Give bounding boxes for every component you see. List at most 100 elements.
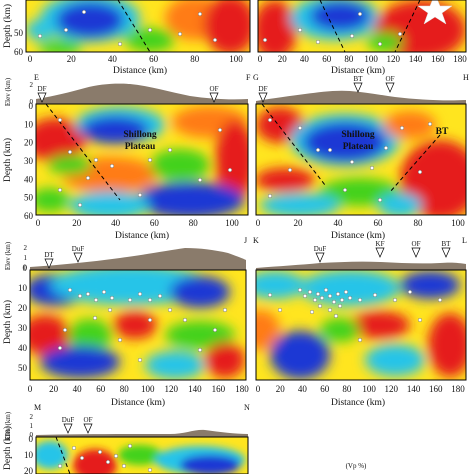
x-axis-label: Distance (km)	[113, 65, 167, 76]
distance-tick: 80	[414, 218, 424, 228]
depth-tick: 40	[18, 343, 28, 353]
y-axis-label: Depth (km)	[2, 426, 13, 470]
event-dot	[58, 117, 63, 122]
distance-tick: 60	[150, 218, 160, 228]
region-annotation: Shillong	[123, 130, 157, 140]
fault-label: KF	[376, 240, 385, 248]
velocity-anomaly-field	[256, 270, 466, 379]
event-dot	[93, 157, 98, 162]
x-axis-label: Distance (km)	[111, 397, 165, 408]
event-dot	[344, 290, 349, 295]
event-dot	[263, 38, 268, 43]
event-dot	[113, 454, 118, 459]
distance-tick: 100	[364, 54, 378, 64]
event-dot	[428, 121, 433, 126]
event-dot	[298, 125, 303, 130]
elev-tick: 0	[24, 264, 28, 272]
event-dot	[147, 28, 152, 33]
profile-end-label: J	[244, 236, 247, 245]
distance-tick: 100	[229, 54, 243, 64]
fault-marker: OF	[209, 85, 219, 103]
event-dot	[197, 348, 202, 353]
event-dot	[350, 34, 355, 39]
event-dot	[303, 294, 308, 299]
event-dot	[147, 298, 152, 303]
distance-tick: 100	[362, 384, 376, 394]
event-dot	[418, 169, 423, 174]
event-dot	[316, 40, 321, 45]
profile-end-label: N	[244, 403, 250, 412]
event-dot	[320, 296, 325, 301]
event-dot	[212, 38, 217, 43]
fault-marker: OF	[411, 240, 421, 258]
fault-label: DuF	[72, 245, 85, 253]
distance-tick: 20	[72, 218, 82, 228]
distance-tick: 140	[409, 54, 423, 64]
event-dot	[101, 290, 106, 295]
fault-marker: DF	[258, 85, 268, 103]
event-dot	[288, 167, 293, 172]
event-dot	[378, 42, 383, 47]
distance-tick: 40	[108, 54, 118, 64]
event-dot	[328, 294, 333, 299]
event-dot	[79, 456, 84, 461]
event-dot	[328, 147, 333, 152]
event-dot	[338, 304, 343, 309]
profile-start-label: M	[34, 403, 41, 412]
distance-ticks: 0 20 40 60 80 100 120 140 160 180	[256, 384, 466, 394]
velocity-anomaly-field	[36, 441, 245, 474]
event-dot	[85, 292, 90, 297]
event-dot	[340, 298, 345, 303]
colorbar-title: (Vp %)	[346, 462, 367, 470]
event-dot	[109, 163, 114, 168]
event-dot	[177, 32, 182, 37]
distance-tick: 60	[322, 54, 332, 64]
distance-tick: 60	[374, 218, 384, 228]
event-dot	[328, 308, 333, 313]
event-dot	[212, 328, 217, 333]
event-dot	[197, 11, 202, 16]
event-dot	[167, 147, 172, 152]
x-axis-label: Distance (km)	[331, 65, 385, 76]
event-dot	[336, 292, 341, 297]
event-markers	[58, 117, 232, 207]
panel-frame	[255, 269, 467, 381]
distance-tick: 80	[190, 54, 200, 64]
depth-tick: 50	[18, 363, 28, 373]
event-dot	[197, 177, 202, 182]
event-dot	[398, 32, 403, 37]
panel-frame	[257, 0, 467, 53]
topography-profile	[256, 90, 466, 104]
distance-tick: 100	[141, 384, 155, 394]
event-dot	[316, 292, 321, 297]
distance-tick: 120	[385, 384, 399, 394]
velocity-anomaly-field	[258, 0, 466, 52]
event-dot	[227, 167, 232, 172]
event-markers	[58, 444, 152, 473]
event-dot	[97, 450, 102, 455]
event-dot	[378, 197, 383, 202]
event-dot	[157, 294, 162, 299]
event-dot	[85, 175, 90, 180]
event-dot	[217, 127, 222, 132]
distance-tick: 20	[67, 54, 77, 64]
distance-ticks: 0 20 40 60 80 100	[28, 54, 244, 64]
distance-tick: 100	[451, 218, 465, 228]
event-dot	[137, 358, 142, 363]
depth-tick: 50	[14, 28, 24, 38]
distance-tick: 0	[28, 384, 33, 394]
velocity-anomaly-field	[36, 106, 248, 215]
event-dot	[117, 42, 122, 47]
event-dot	[358, 11, 363, 16]
event-dot	[334, 314, 339, 319]
topography-profile	[256, 261, 466, 270]
depth-tick: 10	[18, 283, 28, 293]
event-dot	[438, 298, 443, 303]
panel-frame	[255, 103, 467, 216]
event-dot	[38, 34, 43, 39]
distance-tick: 40	[300, 54, 310, 64]
fault-label: DuF	[314, 245, 327, 253]
profile-start-label: G	[253, 73, 259, 82]
fault-label: OF	[210, 85, 219, 93]
